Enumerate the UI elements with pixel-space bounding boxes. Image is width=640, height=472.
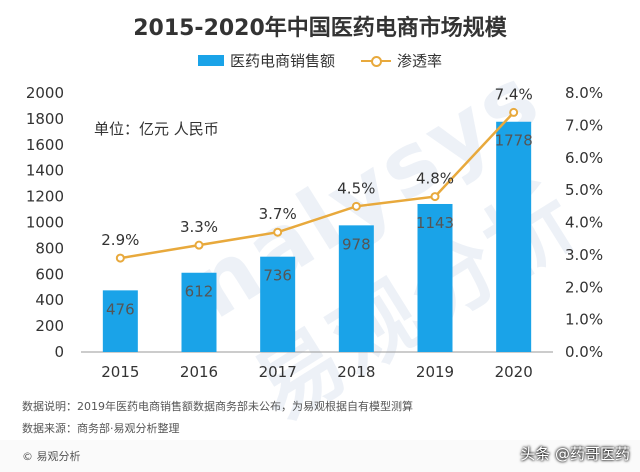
- line-point-2019: [430, 192, 440, 202]
- line-value-label: 2.9%: [101, 231, 139, 249]
- y-right-tick-label: 3.0%: [565, 246, 603, 264]
- y-left-tick-label: 0: [54, 343, 64, 361]
- y-right-tick-label: 1.0%: [565, 311, 603, 329]
- y-right-tick-label: 8.0%: [565, 84, 603, 102]
- y-left-tick-label: 200: [35, 317, 64, 335]
- line-point-2020: [509, 107, 519, 117]
- bar-value-label: 736: [263, 267, 292, 285]
- bar-2015: [102, 290, 138, 352]
- chart-title: 2015-2020年中国医药电商市场规模: [133, 16, 507, 41]
- y-left-tick-label: 1200: [26, 188, 64, 206]
- y-left-tick-label: 2000: [26, 84, 64, 102]
- y-left-tick-label: 1400: [26, 162, 64, 180]
- legend-label-sales: 医药电商销售额: [229, 52, 335, 70]
- x-tick-label: 2019: [416, 363, 454, 381]
- y-right-tick-label: 5.0%: [565, 181, 603, 199]
- y-left-tick-label: 400: [35, 291, 64, 309]
- chart-plot: 0 200 400 600 800 1000 1200 1400 1600 1800 2000 0.0…: [26, 84, 603, 381]
- line-point-2016: [194, 240, 204, 250]
- line-point-2017: [273, 227, 283, 237]
- y-right-tick-label: 6.0%: [565, 149, 603, 167]
- x-tick-label: 2016: [180, 363, 218, 381]
- bar-value-label: 476: [106, 300, 135, 318]
- x-tick-label: 2018: [337, 363, 375, 381]
- legend-label-penetration: 渗透率: [397, 52, 443, 70]
- legend-line-swatch: [361, 54, 391, 68]
- y-left-tick-label: 600: [35, 265, 64, 283]
- bar-2020: [496, 121, 532, 353]
- x-tick-label: 2017: [259, 363, 297, 381]
- brand-label: © 易观分析: [22, 450, 81, 463]
- y-right-tick-label: 2.0%: [565, 278, 603, 296]
- bar-value-label: 612: [185, 283, 214, 301]
- line-value-label: 4.8%: [416, 170, 454, 188]
- line-point-2015: [115, 253, 125, 263]
- data-note: 数据说明：2019年医药电商销售额数据商务部未公布，为易观根据自有模型测算: [22, 400, 413, 413]
- legend-item-penetration: 渗透率: [361, 50, 442, 71]
- bar-2016: [181, 272, 217, 352]
- y-right-tick-label: 0.0%: [565, 343, 603, 361]
- line-value-label: 7.4%: [495, 85, 533, 103]
- unit-label: 单位：亿元 人民币: [94, 120, 219, 138]
- x-tick-label: 2020: [495, 363, 533, 381]
- line-value-label: 4.5%: [337, 179, 375, 197]
- chart-legend: 医药电商销售额 渗透率: [0, 50, 640, 71]
- bar-2017: [260, 256, 296, 352]
- bar-value-label: 978: [342, 235, 371, 253]
- y-left-tick-label: 1000: [26, 214, 64, 232]
- y-left-tick-label: 800: [35, 239, 64, 257]
- line-value-label: 3.3%: [180, 218, 218, 236]
- line-point-2018: [351, 201, 361, 211]
- bar-value-label: 1778: [495, 132, 533, 150]
- penetration-line: [120, 111, 515, 260]
- bar-value-label: 1143: [416, 214, 454, 232]
- y-right-tick-label: 7.0%: [565, 116, 603, 134]
- y-right-tick-label: 4.0%: [565, 214, 603, 232]
- data-source: 数据来源：商务部·易观分析整理: [22, 422, 180, 435]
- y-left-tick-label: 1600: [26, 136, 64, 154]
- line-value-label: 3.7%: [259, 205, 297, 223]
- legend-bar-swatch: [197, 55, 224, 66]
- credit-watermark: 头条 @药哥医药: [520, 445, 630, 463]
- legend-item-sales: 医药电商销售额: [197, 50, 335, 71]
- footer-bar: [0, 440, 640, 472]
- bar-2018: [338, 225, 374, 352]
- bar-2019: [417, 203, 453, 352]
- x-tick-label: 2015: [101, 363, 139, 381]
- y-left-tick-label: 1800: [26, 110, 64, 128]
